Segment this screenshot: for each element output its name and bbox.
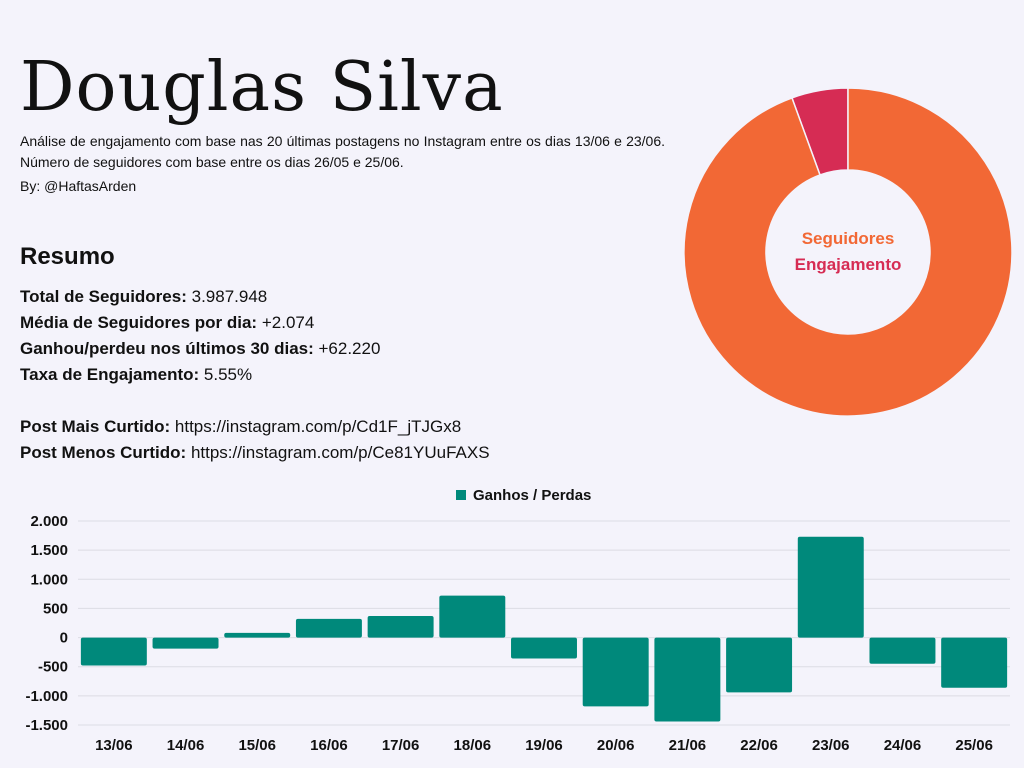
x-tick-label: 18/06	[454, 737, 492, 754]
bar-16-06	[295, 618, 362, 638]
x-tick-label: 24/06	[884, 737, 922, 754]
page-title: Douglas Silva	[20, 48, 504, 127]
x-tick-label: 25/06	[955, 737, 993, 754]
donut-legend-engajamento: Engajamento	[795, 255, 902, 274]
bar-19-06	[511, 637, 577, 659]
bar-23-06	[797, 536, 864, 638]
y-tick-label: -1.000	[25, 688, 68, 705]
donut-slice-seguidores	[683, 87, 1013, 417]
bar-15-06	[224, 632, 291, 638]
y-tick-label: 0	[60, 630, 68, 647]
summary-label: Média de Seguidores por dia:	[20, 313, 258, 332]
x-tick-label: 17/06	[382, 737, 420, 754]
least-liked-post-link: https://instagram.com/p/Ce81YUuFAXS	[190, 443, 490, 462]
bar-17-06	[367, 616, 434, 638]
y-tick-label: 500	[43, 600, 68, 617]
summary-label: Ganhou/perdeu nos últimos 30 dias:	[20, 339, 314, 358]
y-tick-label: 2.000	[30, 513, 68, 530]
bar-24-06	[869, 637, 936, 664]
x-tick-label: 13/06	[95, 737, 133, 754]
legend-label: Ganhos / Perdas	[473, 487, 591, 504]
x-tick-label: 16/06	[310, 737, 348, 754]
summary-value: +62.220	[318, 339, 381, 358]
y-tick-label: -500	[38, 659, 68, 676]
bar-14-06	[152, 637, 219, 649]
bar-22-06	[726, 637, 793, 693]
bar-20-06	[582, 637, 649, 707]
summary-label: Post Menos Curtido:	[20, 443, 187, 462]
most-liked-post-link: https://instagram.com/p/Cd1F_jTJGx8	[174, 417, 462, 436]
spacer	[20, 388, 490, 414]
summary-list: Total de Seguidores: 3.987.948 Média de …	[20, 284, 490, 466]
summary-item-daily-average: Média de Seguidores por dia: +2.074	[20, 310, 490, 336]
x-tick-label: 19/06	[525, 737, 563, 754]
summary-heading: Resumo	[20, 243, 115, 270]
bar-25-06	[941, 637, 1008, 688]
x-tick-label: 15/06	[238, 737, 276, 754]
bar-13-06	[80, 637, 147, 666]
summary-label: Total de Seguidores:	[20, 287, 187, 306]
x-tick-label: 23/06	[812, 737, 850, 754]
x-tick-label: 20/06	[597, 737, 635, 754]
summary-item-most-liked-post: Post Mais Curtido: https://instagram.com…	[20, 414, 490, 440]
x-tick-label: 22/06	[740, 737, 778, 754]
donut-legend-seguidores: Seguidores	[802, 229, 895, 248]
x-tick-label: 21/06	[669, 737, 707, 754]
summary-item-engagement-rate: Taxa de Engajamento: 5.55%	[20, 362, 490, 388]
y-tick-label: -1.500	[25, 717, 68, 734]
x-tick-label: 14/06	[167, 737, 205, 754]
byline: By: @HaftasArden	[20, 178, 137, 194]
summary-item-30-day-change: Ganhou/perdeu nos últimos 30 dias: +62.2…	[20, 336, 490, 362]
y-tick-label: 1.000	[30, 571, 68, 588]
summary-item-total-followers: Total de Seguidores: 3.987.948	[20, 284, 490, 310]
summary-item-least-liked-post: Post Menos Curtido: https://instagram.co…	[20, 440, 490, 466]
summary-label: Taxa de Engajamento:	[20, 365, 200, 384]
summary-label: Post Mais Curtido:	[20, 417, 171, 436]
page-subtitle: Análise de engajamento com base nas 20 ú…	[20, 133, 665, 170]
summary-value: +2.074	[261, 313, 315, 332]
bar-21-06	[654, 637, 721, 722]
legend-swatch	[456, 490, 466, 500]
gains-losses-bar-chart: 2.000 1.500 1.000 500 0 -500 -1.000 -1.500 Ganho…	[25, 487, 1010, 754]
y-tick-label: 1.500	[30, 542, 68, 559]
summary-value: 3.987.948	[191, 287, 268, 306]
bar-18-06	[439, 595, 506, 638]
summary-value: 5.55%	[203, 365, 253, 384]
engagement-donut-chart: Seguidores Engajamento	[683, 87, 1013, 417]
